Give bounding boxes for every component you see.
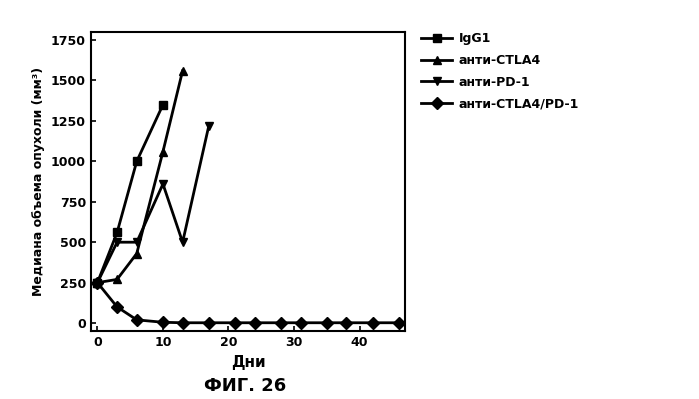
анти-CTLA4/PD-1 bbox=[178, 320, 187, 325]
анти-CTLA4/PD-1 bbox=[133, 318, 141, 322]
анти-PD-1 bbox=[93, 280, 101, 285]
X-axis label: Дни: Дни bbox=[231, 355, 266, 369]
анти-CTLA4/PD-1 bbox=[343, 320, 351, 325]
анти-PD-1 bbox=[159, 182, 167, 186]
Legend: IgG1, анти-CTLA4, анти-PD-1, анти-CTLA4/PD-1: IgG1, анти-CTLA4, анти-PD-1, анти-CTLA4/… bbox=[421, 32, 579, 111]
IgG1 bbox=[93, 280, 101, 285]
анти-CTLA4 bbox=[133, 251, 141, 256]
Line: IgG1: IgG1 bbox=[93, 101, 167, 287]
Line: анти-CTLA4/PD-1: анти-CTLA4/PD-1 bbox=[93, 279, 403, 327]
анти-CTLA4/PD-1 bbox=[368, 320, 377, 325]
анти-CTLA4/PD-1 bbox=[159, 320, 167, 325]
анти-PD-1 bbox=[205, 123, 213, 128]
IgG1 bbox=[133, 159, 141, 164]
анти-CTLA4/PD-1 bbox=[93, 280, 101, 285]
анти-CTLA4 bbox=[159, 149, 167, 154]
анти-CTLA4/PD-1 bbox=[250, 320, 259, 325]
IgG1 bbox=[159, 102, 167, 107]
Text: ФИГ. 26: ФИГ. 26 bbox=[203, 377, 286, 395]
анти-CTLA4/PD-1 bbox=[277, 320, 285, 325]
IgG1 bbox=[113, 230, 122, 235]
анти-PD-1 bbox=[113, 240, 122, 245]
анти-CTLA4 bbox=[93, 280, 101, 285]
Line: анти-PD-1: анти-PD-1 bbox=[93, 122, 213, 287]
анти-CTLA4/PD-1 bbox=[113, 304, 122, 309]
анти-CTLA4/PD-1 bbox=[395, 320, 403, 325]
анти-CTLA4/PD-1 bbox=[322, 320, 331, 325]
анти-CTLA4 bbox=[178, 68, 187, 73]
Line: анти-CTLA4: анти-CTLA4 bbox=[93, 67, 187, 287]
анти-CTLA4/PD-1 bbox=[205, 320, 213, 325]
анти-CTLA4 bbox=[113, 277, 122, 282]
анти-CTLA4/PD-1 bbox=[296, 320, 305, 325]
анти-PD-1 bbox=[133, 240, 141, 245]
анти-PD-1 bbox=[178, 240, 187, 245]
Y-axis label: Медиана объема опухоли (мм³): Медиана объема опухоли (мм³) bbox=[32, 67, 45, 296]
анти-CTLA4/PD-1 bbox=[231, 320, 239, 325]
